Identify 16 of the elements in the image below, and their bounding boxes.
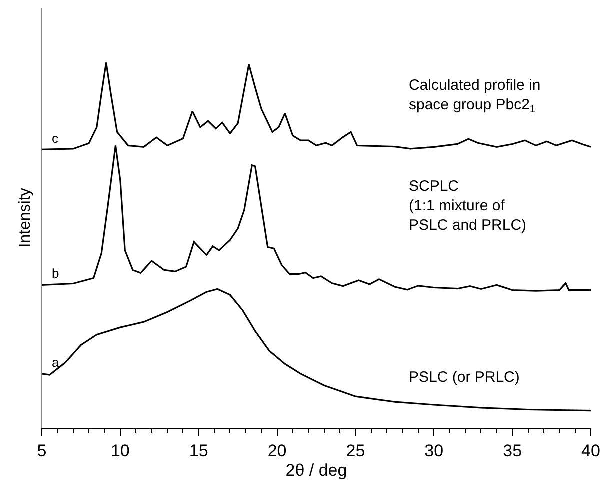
- x-tick-label: 40: [582, 441, 600, 460]
- x-tick-label: 5: [37, 441, 47, 460]
- series-label: b: [52, 266, 60, 281]
- series-label: a: [52, 355, 60, 370]
- x-tick-label: 30: [424, 441, 444, 460]
- series-label: c: [52, 131, 59, 146]
- x-axis-title: 2θ / deg: [286, 460, 348, 480]
- y-axis-title: Intensity: [16, 188, 34, 248]
- annotation: Calculated profile in space group Pbc2$_{1}$: [409, 77, 541, 116]
- annotation: PSLC (or PRLC): [409, 369, 520, 386]
- x-tick-label: 25: [346, 441, 366, 460]
- x-tick-label: 35: [503, 441, 522, 460]
- x-tick-label: 10: [110, 441, 130, 460]
- x-tick-label: 20: [268, 441, 287, 460]
- x-tick-label: 15: [189, 441, 208, 460]
- annotation: SCPLC (1:1 mixture of PSLC and PRLC): [409, 178, 527, 234]
